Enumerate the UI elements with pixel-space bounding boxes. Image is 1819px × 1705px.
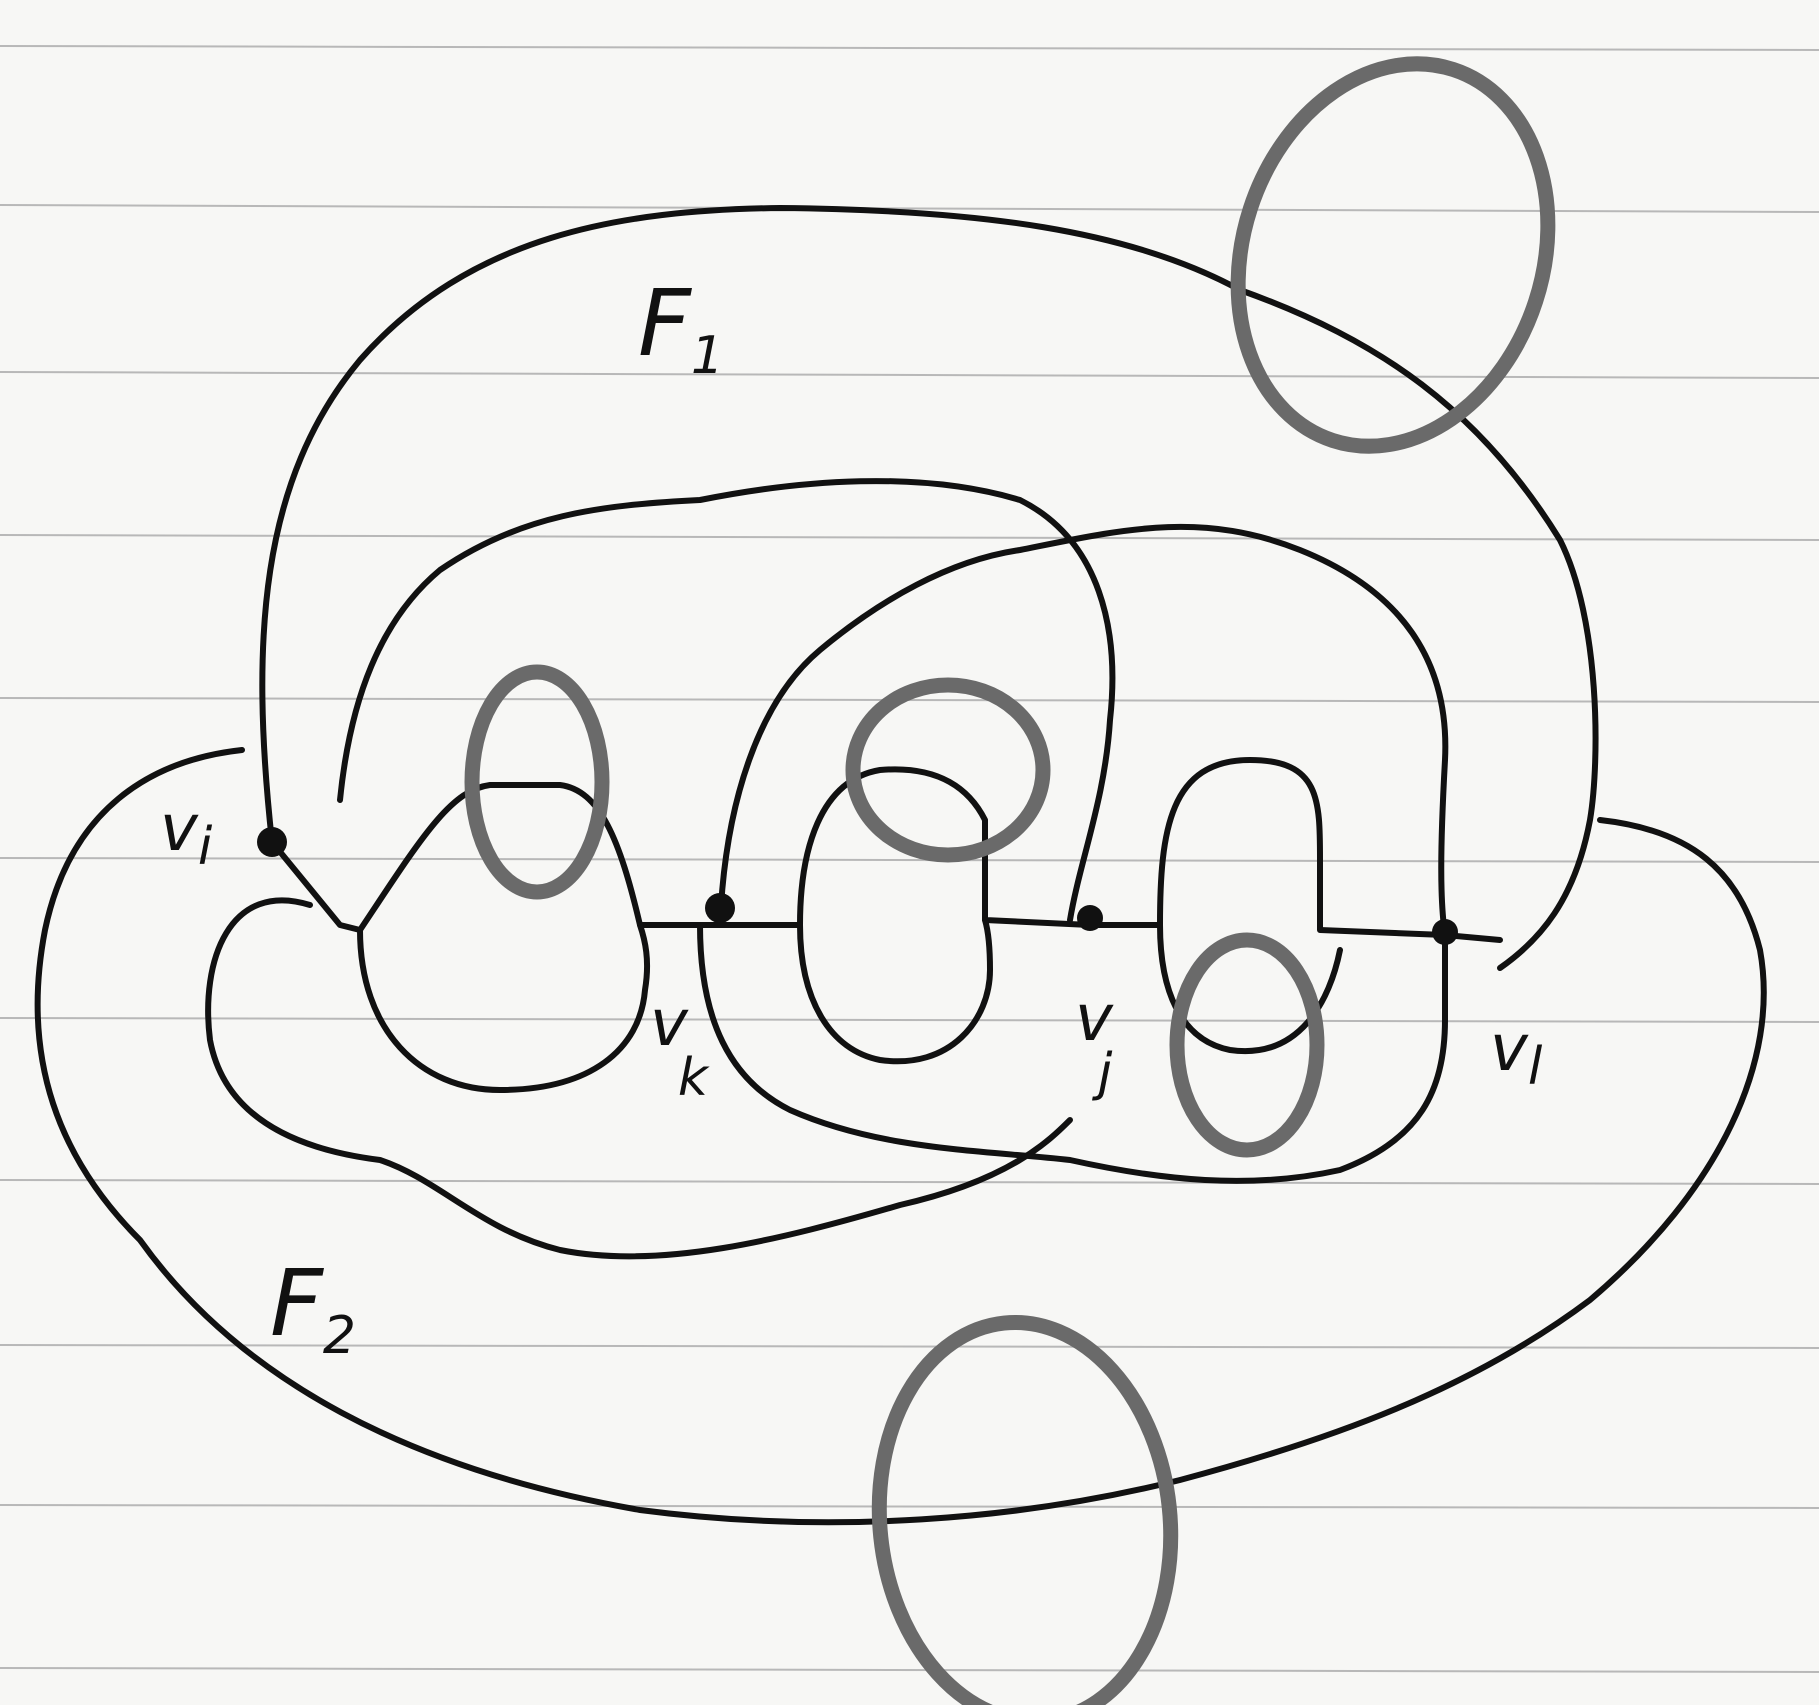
vertices (257, 827, 1458, 945)
grey-loop-mid (845, 677, 1051, 863)
face-label-f1: F1 (638, 270, 724, 386)
small-loop-mid (797, 917, 993, 1065)
grey-loop-left (464, 664, 610, 900)
vertex-label-i: vi (160, 792, 213, 877)
vertex-l-dot (1432, 919, 1458, 945)
inner-arc-d (697, 922, 1449, 1184)
face-label-f2: F2 (270, 1250, 356, 1366)
grey-loops (464, 56, 1556, 1705)
baseline-chain (269, 757, 1503, 943)
grey-loop-right (1169, 932, 1325, 1158)
grey-loop-bottom (871, 1315, 1179, 1705)
inner-arc-b (337, 478, 1116, 923)
outer-f1-boundary (259, 205, 1599, 971)
inner-arc-c (717, 523, 1449, 938)
inner-arc-a (205, 897, 1073, 1260)
grey-loop-top (1230, 56, 1556, 454)
small-loop-left (357, 922, 651, 1093)
vertex-label-l: vl (1490, 1012, 1543, 1097)
vertex-i-dot (257, 827, 287, 857)
vertex-k-dot (705, 893, 735, 923)
small-loop-right (1157, 922, 1343, 1055)
vertex-j-dot (1077, 905, 1103, 931)
